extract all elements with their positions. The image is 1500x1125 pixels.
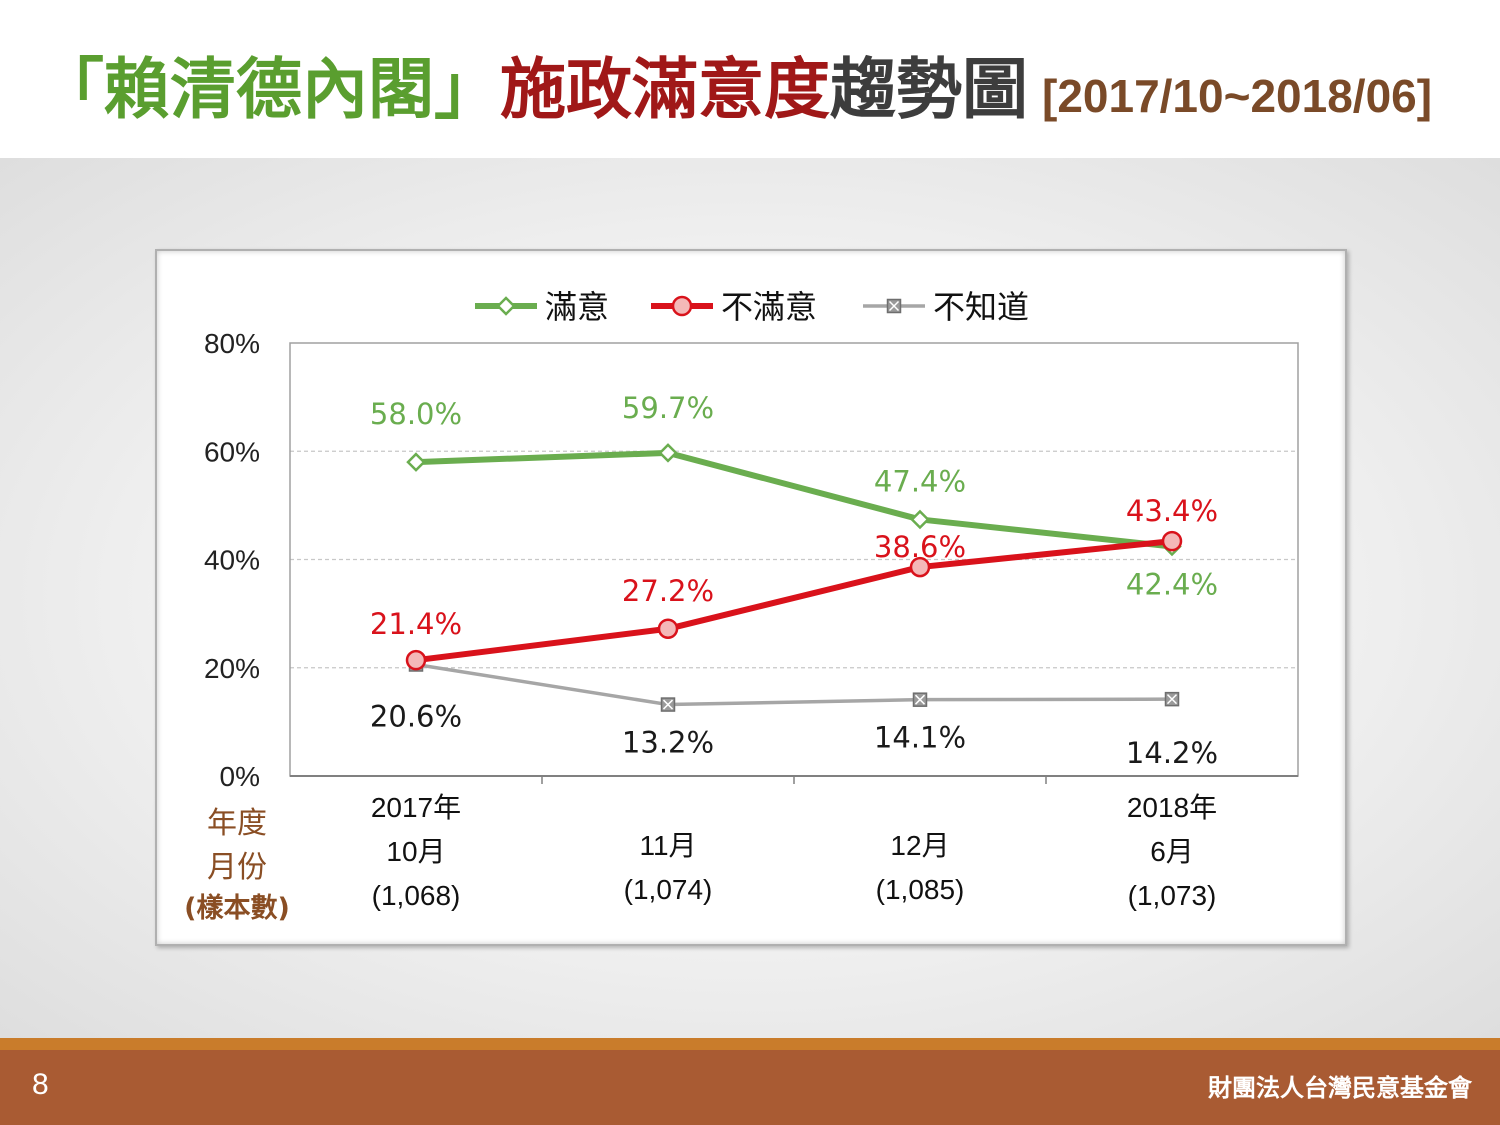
data-point-1 (657, 618, 679, 640)
data-point-2-cross (662, 699, 674, 710)
y-tick-label: 80% (204, 328, 260, 359)
x-category-label: 2018年 (1127, 792, 1217, 823)
data-label: 14.2% (1126, 736, 1218, 770)
title-period: [2017/10~2018/06] (1042, 70, 1433, 122)
data-label: 38.6% (874, 530, 966, 564)
legend-label: 不知道 (933, 288, 1029, 326)
data-point-0 (658, 443, 678, 463)
series-line-0 (415, 449, 1173, 550)
data-point-1 (909, 556, 931, 578)
legend-label: 不滿意 (721, 288, 817, 326)
data-label: 21.4% (370, 607, 462, 641)
data-point-2-cross (914, 694, 926, 705)
data-point-1 (405, 649, 427, 671)
y-tick-label: 20% (204, 653, 260, 684)
y-tick-label: 60% (204, 436, 260, 467)
title-part-satisfaction: 施政滿意度 (500, 51, 830, 128)
data-label: 59.7% (622, 391, 714, 425)
x-category-label: (1,074) (624, 874, 713, 905)
title-part-cabinet: 「賴清德內閣」 (38, 51, 500, 128)
data-label: 20.6% (370, 700, 462, 734)
legend-label: 滿意 (545, 288, 609, 326)
data-label: 13.2% (622, 726, 714, 760)
data-label: 43.4% (1126, 494, 1218, 528)
y-tick-label: 40% (204, 545, 260, 576)
line-chart: 0% 20% 40% 60% 80% 2017年 10月 (1,068) 11月 (1,074) 1… (184, 288, 1299, 924)
title-bar: 「賴清德內閣」施政滿意度趨勢圖 [2017/10~2018/06] (0, 0, 1500, 158)
slide-title: 「賴清德內閣」施政滿意度趨勢圖 [2017/10~2018/06] (38, 50, 1432, 136)
y-tick-label: 0% (220, 761, 260, 792)
x-category-label: 11月 (639, 830, 696, 861)
x-category-label: (1,068) (372, 880, 461, 911)
chart-panel: 0% 20% 40% 60% 80% 2017年 10月 (1,068) 11月 (1,074) 1… (155, 249, 1347, 946)
data-point-0 (406, 452, 426, 472)
x-axis-title-line: (樣本數) (184, 893, 290, 924)
data-label: 27.2% (622, 574, 714, 608)
page-number: 8 (32, 1068, 49, 1101)
legend-marker (496, 296, 516, 316)
footer-accent-line (0, 1038, 1500, 1050)
x-category-label: 2017年 (371, 792, 461, 823)
x-category-label: 12月 (890, 830, 949, 861)
legend-marker (671, 295, 693, 317)
x-category-label: (1,085) (876, 874, 965, 905)
footer-bar (0, 1050, 1500, 1125)
data-label: 42.4% (1126, 568, 1218, 602)
series-line-1 (415, 538, 1173, 664)
data-point-1 (1161, 530, 1183, 552)
x-axis-title-line: 年度 (207, 806, 267, 841)
x-category-label: 6月 (1150, 836, 1194, 867)
series-line-2 (415, 662, 1173, 707)
title-part-trend: 趨勢圖 (830, 51, 1028, 128)
data-label: 47.4% (874, 464, 966, 498)
organization-name: 財團法人台灣民意基金會 (1208, 1074, 1472, 1102)
legend-marker-cross (888, 300, 900, 312)
data-label: 58.0% (370, 397, 462, 431)
x-category-label: 10月 (386, 836, 445, 867)
data-point-2-cross (1166, 694, 1178, 705)
data-point-0 (910, 509, 930, 530)
x-category-label: (1,073) (1128, 880, 1217, 911)
data-label: 14.1% (874, 721, 966, 755)
x-axis-title-line: 月份 (207, 850, 267, 885)
